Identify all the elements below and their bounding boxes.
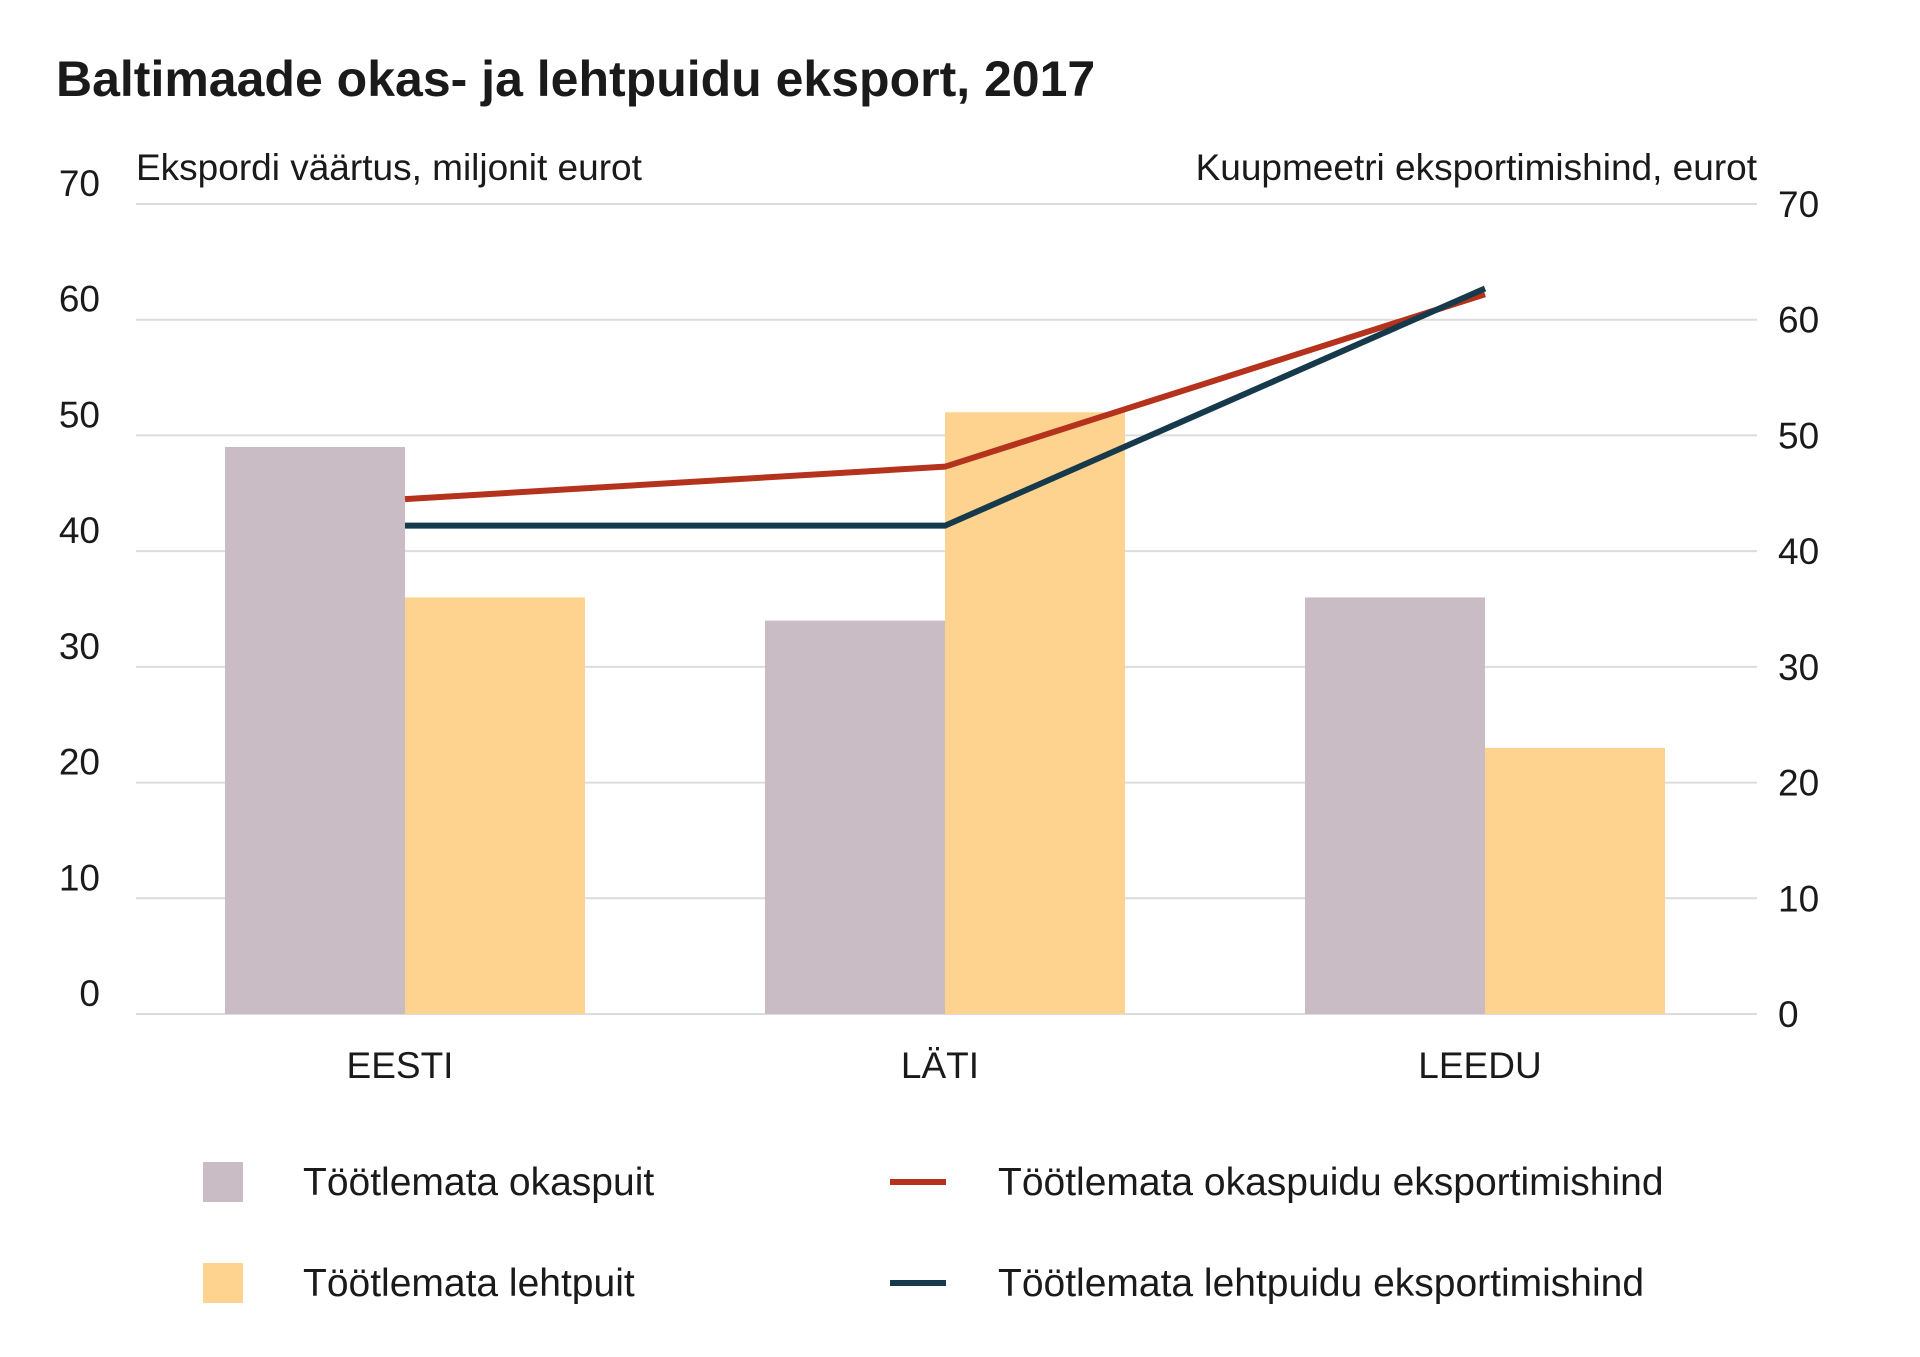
bar xyxy=(1485,747,1665,1014)
legend: Töötlemata okaspuit Töötlemata lehtpuit Tö… xyxy=(203,1161,1664,1305)
lines xyxy=(404,285,1487,529)
right-tick-label: 0 xyxy=(1778,994,1799,1035)
bars xyxy=(225,412,1665,1014)
legend-swatch xyxy=(203,1263,243,1303)
bar xyxy=(765,620,945,1014)
left-tick-label: 10 xyxy=(59,857,100,898)
right-axis-label: Kuupmeetri eksportimishind, eurot xyxy=(1196,147,1758,188)
right-tick-label: 30 xyxy=(1778,647,1819,688)
legend-label: Töötlemata okaspuidu eksportimishind xyxy=(998,1161,1664,1204)
right-tick-label: 10 xyxy=(1778,878,1819,919)
legend-swatch xyxy=(203,1162,243,1202)
right-tick-label: 40 xyxy=(1778,531,1819,572)
bar xyxy=(945,412,1125,1014)
right-tick-label: 50 xyxy=(1778,415,1819,456)
left-tick-label: 40 xyxy=(59,510,100,551)
line-series xyxy=(405,285,1487,529)
left-tick-label: 50 xyxy=(59,394,100,435)
legend-label: Töötlemata lehtpuidu eksportimishind xyxy=(998,1262,1644,1305)
category-label: LÄTI xyxy=(901,1045,979,1086)
left-tick-label: 20 xyxy=(59,742,100,783)
left-axis-ticks: 0 10 20 30 40 50 60 70 xyxy=(59,163,100,1014)
right-tick-label: 20 xyxy=(1778,763,1819,804)
right-tick-label: 70 xyxy=(1778,184,1819,225)
category-labels: EESTI LÄTI LEEDU xyxy=(347,1045,1542,1086)
left-tick-label: 60 xyxy=(59,279,100,320)
line-series xyxy=(404,291,1486,503)
bar xyxy=(405,597,585,1014)
legend-label: Töötlemata okaspuit xyxy=(303,1161,654,1204)
category-label: EESTI xyxy=(347,1045,454,1086)
legend-label: Töötlemata lehtpuit xyxy=(303,1262,635,1305)
left-axis-label: Ekspordi väärtus, miljonit eurot xyxy=(136,147,643,188)
left-tick-label: 0 xyxy=(79,973,100,1014)
left-tick-label: 70 xyxy=(59,163,100,204)
category-label: LEEDU xyxy=(1418,1045,1541,1086)
right-axis-ticks: 0 10 20 30 40 50 60 70 xyxy=(1778,184,1819,1035)
chart-title: Baltimaade okas- ja lehtpuidu eksport, 2… xyxy=(56,51,1095,107)
bar xyxy=(1305,597,1485,1014)
left-tick-label: 30 xyxy=(59,626,100,667)
right-tick-label: 60 xyxy=(1778,300,1819,341)
bar xyxy=(225,447,405,1014)
